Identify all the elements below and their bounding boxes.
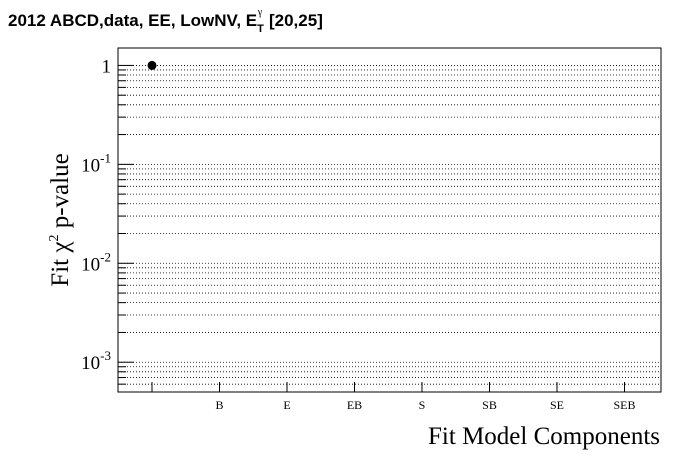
data-point [147, 60, 157, 70]
chart-title: 2012 ABCD,data, EE, LowNV, ETγ [20,25] [8, 7, 323, 35]
x-axis-tick-labels: B E EB S SB SE SEB [215, 398, 635, 412]
y-tick-label: 10-1 [81, 150, 111, 176]
y-tick-label: 10-2 [81, 249, 111, 275]
y-gridlines [118, 65, 661, 393]
y-axis-title-power: 2 [47, 235, 62, 242]
data-points [147, 60, 157, 70]
x-tick-label: SB [482, 398, 497, 412]
title-main: 2012 ABCD,data, EE, LowNV, E [8, 11, 257, 30]
y-tick-label: 1 [102, 56, 112, 77]
x-tick-label: EB [347, 398, 362, 412]
y-axis-title-chi: χ [47, 242, 74, 254]
x-tick-label: SEB [613, 398, 635, 412]
y-tick-label-base: 10 [81, 353, 100, 374]
x-axis-title: Fit Model Components [428, 423, 660, 450]
x-tick-label: B [215, 398, 223, 412]
plot-frame [117, 47, 662, 393]
y-tick-label: 10-3 [81, 348, 111, 374]
y-tick-label-exponent: -2 [100, 249, 111, 264]
title-superscript: γ [257, 7, 263, 18]
x-tick-label: E [283, 398, 290, 412]
y-tick-label-exponent: -3 [100, 348, 111, 363]
title-subscript: T [257, 23, 264, 35]
y-axis-tick-labels: 110-110-210-3 [81, 56, 111, 374]
x-tick-label: S [419, 398, 426, 412]
y-tick-label-base: 1 [102, 56, 112, 77]
y-tick-label-base: 10 [81, 155, 100, 176]
y-axis-ticks [118, 64, 134, 393]
y-axis-title-prefix: Fit [47, 253, 74, 287]
y-axis-title: Fit χ2 p-value [47, 153, 74, 286]
x-axis-ticks [151, 382, 625, 392]
y-tick-label-base: 10 [81, 254, 100, 275]
y-tick-label-exponent: -1 [100, 150, 111, 165]
x-tick-label: SE [550, 398, 564, 412]
y-axis-title-suffix: p-value [47, 153, 74, 234]
title-range: [20,25] [264, 11, 323, 30]
